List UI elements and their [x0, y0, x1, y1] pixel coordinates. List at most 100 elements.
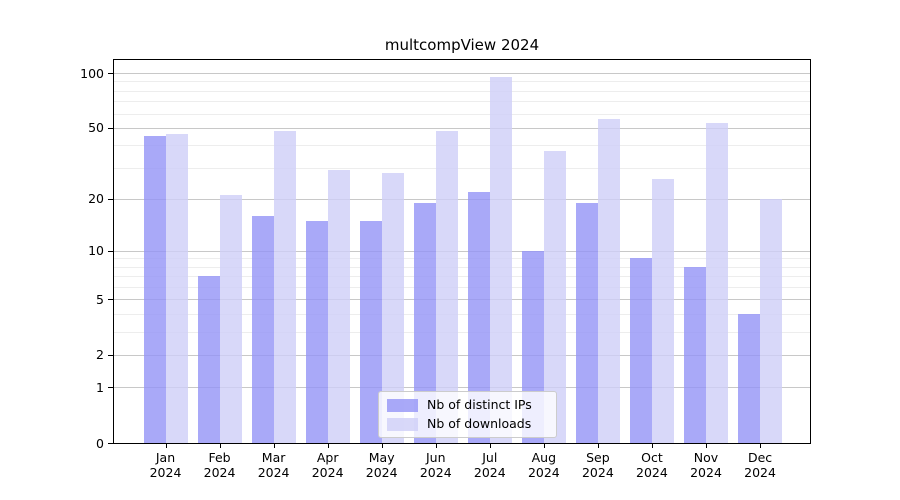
x-tick-label-year-jan: 2024 [149, 465, 182, 480]
x-tick-label-jul: Jul 2024 [458, 450, 522, 480]
x-tick-label-year-sep: 2024 [581, 465, 614, 480]
x-tick-label-year-feb: 2024 [203, 465, 236, 480]
y-tick-100 [108, 73, 113, 75]
x-tick-label-year-jul: 2024 [473, 465, 506, 480]
bar-nb-of-distinct-ips-feb [197, 276, 220, 443]
y-tick-label-100: 100 [80, 65, 104, 81]
bar-nb-of-distinct-ips-jun [413, 202, 436, 443]
x-tick-sep [597, 443, 599, 448]
legend-item-distinct-ips: Nb of distinct IPs [387, 398, 548, 412]
x-tick-dec [760, 443, 762, 448]
gridline-minor-60 [114, 113, 810, 115]
bar-nb-of-downloads-jul [489, 77, 512, 443]
legend-label-distinct-ips: Nb of distinct IPs [427, 397, 532, 412]
legend: Nb of distinct IPs Nb of downloads [378, 391, 557, 438]
x-tick-label-oct: Oct 2024 [620, 450, 684, 480]
x-tick-label-mar: Mar 2024 [242, 450, 306, 480]
x-tick-label-aug: Aug 2024 [512, 450, 576, 480]
x-tick-label-year-jun: 2024 [419, 465, 452, 480]
x-tick-label-year-mar: 2024 [257, 465, 290, 480]
gridline-minor-80 [114, 90, 810, 92]
bar-nb-of-downloads-jun [435, 131, 458, 443]
x-tick-label-year-nov: 2024 [690, 465, 722, 480]
x-tick-label-year-oct: 2024 [636, 465, 668, 480]
y-tick-2 [108, 354, 113, 356]
gridline-major-20 [114, 198, 810, 200]
y-tick-label-10: 10 [88, 243, 104, 259]
x-tick-label-apr: Apr 2024 [296, 450, 360, 480]
bar-nb-of-distinct-ips-jan [143, 136, 166, 443]
x-tick-label-nov: Nov 2024 [674, 450, 738, 480]
gridline-major-1 [114, 387, 810, 389]
gridline-minor-90 [114, 81, 810, 83]
legend-label-downloads: Nb of downloads [427, 416, 532, 431]
bar-nb-of-downloads-aug [543, 151, 566, 443]
gridline-major-2 [114, 354, 810, 356]
x-tick-label-dec: Dec 2024 [728, 450, 792, 480]
bar-nb-of-distinct-ips-oct [629, 258, 652, 443]
bar-nb-of-distinct-ips-mar [251, 215, 274, 443]
bar-nb-of-downloads-mar [273, 131, 296, 443]
gridline-minor-70 [114, 101, 810, 103]
bar-nb-of-distinct-ips-jul [467, 191, 490, 443]
gridline-major-100 [114, 73, 810, 75]
bar-nb-of-distinct-ips-apr [305, 220, 328, 443]
x-tick-may [381, 443, 383, 448]
gridline-minor-6 [114, 287, 810, 289]
x-tick-oct [651, 443, 653, 448]
x-tick-label-jun: Jun 2024 [404, 450, 468, 480]
x-tick-label-feb: Feb 2024 [188, 450, 252, 480]
plot-area: Nb of distinct IPs Nb of downloads [113, 59, 811, 444]
y-tick-label-1: 1 [96, 379, 104, 395]
bar-nb-of-downloads-sep [597, 118, 620, 443]
y-tick-20 [108, 198, 113, 200]
bar-nb-of-distinct-ips-dec [738, 314, 761, 443]
y-tick-label-5: 5 [96, 291, 104, 307]
gridline-minor-4 [114, 314, 810, 315]
bar-nb-of-distinct-ips-nov [684, 266, 706, 443]
bar-nb-of-downloads-feb [219, 195, 242, 443]
y-tick-10 [108, 250, 113, 252]
x-tick-apr [327, 443, 329, 448]
x-tick-nov [706, 443, 707, 448]
bar-nb-of-distinct-ips-may [359, 220, 382, 443]
y-tick-50 [108, 127, 113, 129]
y-tick-5 [108, 299, 113, 301]
y-tick-label-0: 0 [96, 435, 104, 451]
x-tick-jan [165, 443, 167, 448]
bar-nb-of-downloads-nov [706, 123, 728, 443]
x-tick-jul [489, 443, 491, 448]
gridline-minor-7 [114, 276, 810, 278]
bar-nb-of-downloads-apr [327, 170, 350, 443]
x-tick-label-may: May 2024 [350, 450, 414, 480]
bar-nb-of-downloads-jan [165, 134, 188, 443]
x-tick-label-year-may: 2024 [365, 465, 398, 480]
y-tick-label-2: 2 [96, 347, 104, 363]
x-tick-label-year-apr: 2024 [311, 465, 344, 480]
x-tick-label-year-dec: 2024 [744, 465, 776, 480]
y-tick-label-50: 50 [88, 120, 104, 136]
gridline-major-5 [114, 299, 810, 301]
x-tick-aug [543, 443, 545, 448]
x-tick-label-year-aug: 2024 [527, 465, 560, 480]
gridline-major-10 [114, 250, 810, 252]
bar-nb-of-downloads-dec [760, 198, 783, 443]
gridline-minor-30 [114, 167, 810, 169]
x-tick-label-sep: Sep 2024 [566, 450, 630, 480]
gridline-minor-9 [114, 258, 810, 260]
legend-swatch-downloads [387, 417, 418, 431]
y-tick-label-20: 20 [88, 191, 104, 207]
bar-nb-of-downloads-may [381, 173, 404, 443]
gridline-minor-3 [114, 331, 810, 333]
x-tick-feb [219, 443, 221, 448]
chart-title: multcompView 2024 [384, 36, 540, 54]
gridline-minor-8 [114, 266, 810, 268]
legend-item-downloads: Nb of downloads [387, 417, 548, 431]
legend-swatch-distinct-ips [387, 398, 418, 412]
x-tick-mar [273, 443, 275, 448]
y-tick-0 [108, 443, 113, 444]
bar-nb-of-downloads-oct [651, 178, 674, 443]
y-tick-1 [108, 387, 113, 389]
bar-nb-of-distinct-ips-sep [575, 202, 598, 443]
